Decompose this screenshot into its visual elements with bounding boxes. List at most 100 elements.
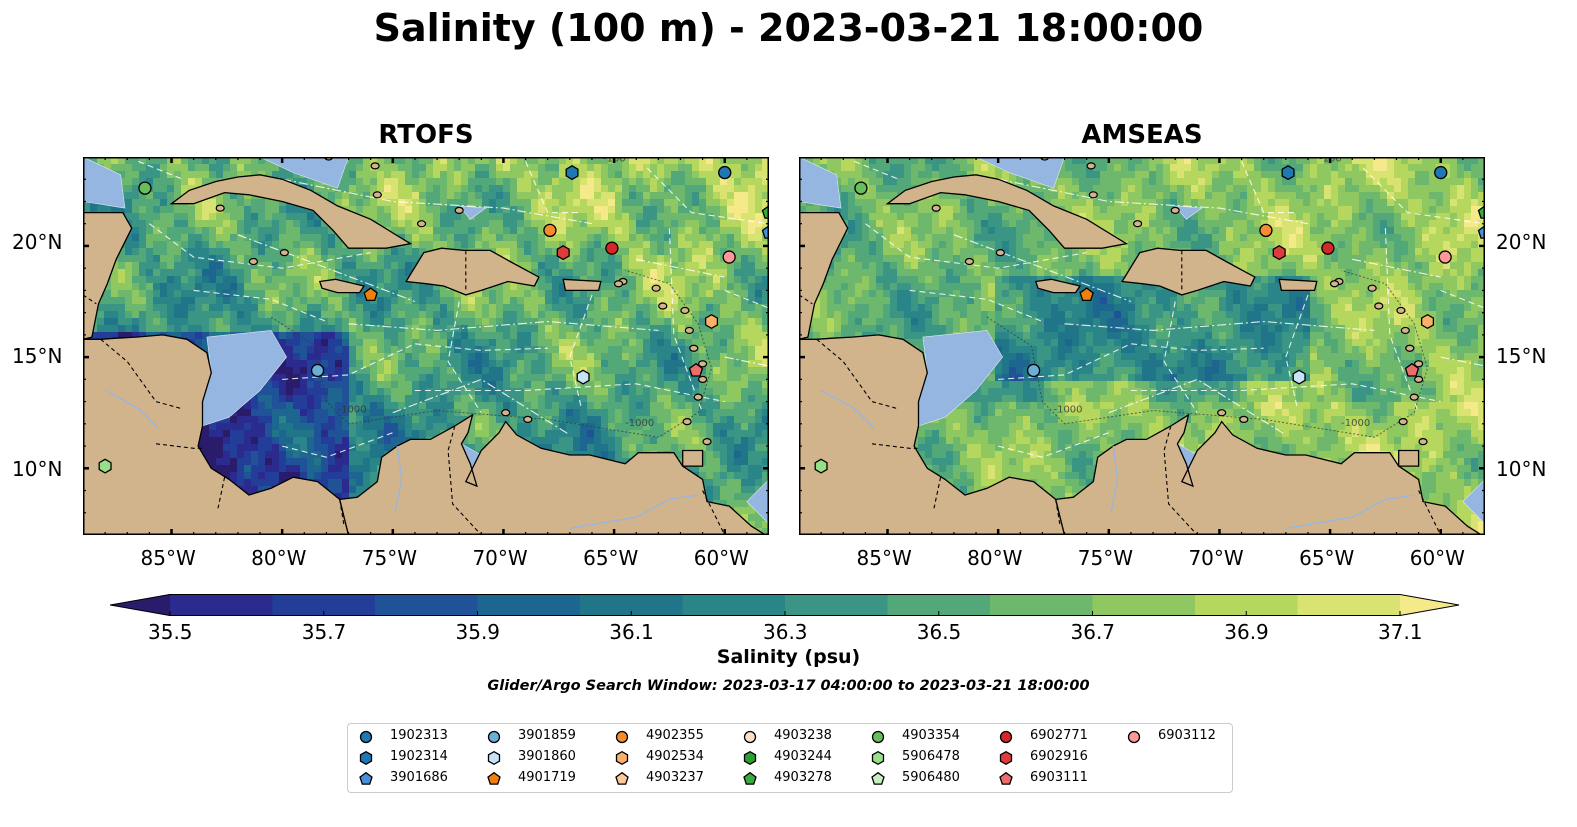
float-marker-4901719[interactable] (363, 287, 378, 302)
legend-marker-icon (487, 750, 501, 766)
eez-boundary (953, 234, 1132, 303)
float-marker-4902355[interactable] (1259, 223, 1273, 238)
island (279, 249, 289, 257)
float-marker-4902355[interactable] (543, 223, 557, 238)
country-border (933, 477, 942, 509)
legend-marker-icon (615, 771, 629, 785)
lon-tick-label: 60°W (1409, 546, 1465, 570)
country-border (702, 490, 726, 535)
float-marker-3901860[interactable] (576, 369, 590, 385)
float-marker-6903112[interactable] (1438, 250, 1452, 264)
float-marker-3901859[interactable] (1026, 363, 1041, 378)
float-marker-5906478[interactable] (98, 458, 112, 474)
shallow-shelf (975, 157, 1065, 189)
float-marker-6902916[interactable] (1272, 245, 1286, 261)
eez-boundary (525, 161, 581, 214)
legend-label: 1902313 (390, 728, 448, 743)
land-mexico (799, 157, 849, 340)
colorbar-segment (1297, 594, 1401, 616)
legend-marker-icon (359, 771, 373, 785)
colorbar-label: Salinity (psu) (716, 646, 861, 668)
legend-label: 5906480 (902, 770, 960, 785)
float-marker-4903278[interactable] (761, 204, 770, 219)
float-marker-6902771[interactable] (605, 241, 619, 255)
colorbar-tick-label: 36.9 (1224, 620, 1269, 644)
float-marker-5906478[interactable] (814, 458, 828, 474)
eez-boundary (282, 432, 393, 458)
legend-label: 5906478 (902, 749, 960, 764)
island (1398, 418, 1408, 426)
legend-marker-icon (359, 730, 373, 744)
river (104, 389, 159, 429)
float-marker-1902314[interactable] (565, 165, 579, 181)
float-marker-6903111[interactable] (1404, 362, 1420, 377)
eez-boundary (668, 228, 704, 413)
float-marker-3901686[interactable] (1477, 224, 1486, 239)
float-marker-1902313[interactable] (718, 165, 732, 180)
colorbar-tick-label: 36.3 (763, 620, 808, 644)
float-marker-4901719[interactable] (1079, 287, 1094, 302)
legend-marker-icon (487, 730, 501, 744)
legend-marker-1902314 (359, 750, 373, 766)
land-central (799, 334, 1066, 535)
float-marker-4903354[interactable] (854, 181, 868, 195)
colorbar-tick-label: 35.9 (455, 620, 501, 644)
colorbar-tick-label: 36.5 (916, 620, 962, 644)
colorbar-segment (375, 594, 479, 616)
legend-marker-4901719 (487, 771, 501, 785)
legend-label: 4903244 (774, 749, 832, 764)
island (693, 393, 703, 401)
legend-marker-4902534 (615, 750, 629, 766)
lat-tick-left-20: 20°N (12, 230, 63, 254)
legend-marker-icon (615, 750, 629, 766)
land-jamaica (1034, 278, 1082, 294)
island (1414, 360, 1424, 368)
land-puerto (562, 278, 602, 292)
legend-label: 3901860 (518, 749, 576, 764)
float-marker-6902771[interactable] (1321, 241, 1335, 255)
land-puerto (1278, 278, 1318, 292)
float-marker-1902314[interactable] (1281, 165, 1295, 181)
legend-marker-icon (1127, 730, 1141, 744)
land-central (83, 334, 350, 535)
float-marker-3901686[interactable] (761, 224, 770, 239)
island (1088, 191, 1098, 199)
legend-marker-4903237 (615, 771, 629, 785)
country-border (155, 443, 203, 449)
legend-marker-3901686 (359, 771, 373, 785)
contour-label: -1000 (625, 418, 654, 429)
island (416, 220, 427, 228)
country-border (339, 499, 345, 527)
island (1396, 306, 1406, 315)
island (698, 360, 708, 368)
float-marker-4903278[interactable] (1477, 204, 1486, 219)
land-hispaniola (405, 247, 540, 296)
island (1367, 284, 1377, 292)
float-marker-3901860[interactable] (1292, 369, 1306, 385)
float-marker-4902534[interactable] (1420, 313, 1435, 330)
map-panel-rtofs[interactable]: -1000-100-1000 (83, 157, 769, 535)
float-marker-4902534[interactable] (704, 313, 719, 330)
land-mexico (83, 157, 133, 340)
float-legend: 1902313 1902314 3901686 3901859 3901860 49017… (347, 723, 1233, 793)
float-marker-3901859[interactable] (310, 363, 325, 378)
river (1110, 446, 1119, 513)
float-marker-1902313[interactable] (1434, 165, 1448, 180)
float-marker-4903354[interactable] (138, 181, 152, 195)
float-marker-6903111[interactable] (688, 362, 704, 377)
island (372, 191, 382, 199)
map-panel-amseas[interactable]: -1000-100-1000 (799, 157, 1485, 535)
legend-marker-4903238 (743, 730, 757, 744)
country-border (1418, 490, 1442, 535)
legend-marker-6903112 (1127, 730, 1141, 744)
colorbar-segment (272, 594, 376, 616)
legend-marker-4903244 (743, 750, 757, 766)
colorbar-segment (682, 594, 786, 616)
island (680, 306, 690, 315)
lon-tick-label: 80°W (251, 546, 307, 570)
float-marker-6902916[interactable] (556, 245, 570, 261)
island (1405, 344, 1415, 352)
eez-boundary (865, 223, 1087, 269)
eez-boundary (1130, 383, 1441, 403)
float-marker-6903112[interactable] (722, 250, 736, 264)
